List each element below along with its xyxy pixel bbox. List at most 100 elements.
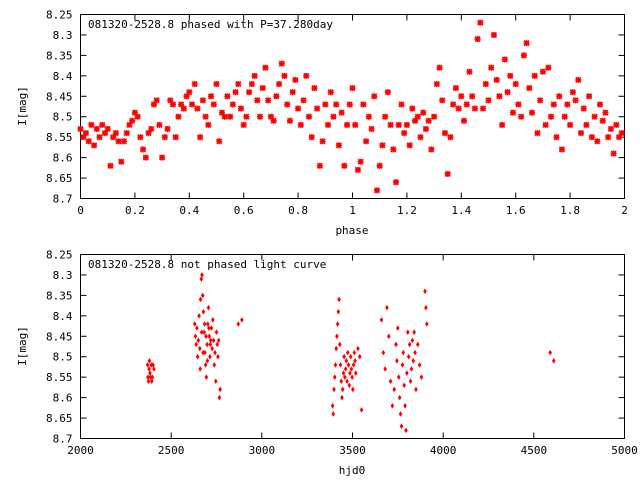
data-point	[411, 358, 416, 364]
data-point	[164, 125, 171, 133]
data-point	[149, 378, 154, 385]
data-point	[295, 105, 302, 112]
data-point	[224, 93, 231, 100]
y-tick-label: 8.65	[46, 412, 73, 425]
data-point	[399, 423, 404, 430]
data-point	[383, 366, 387, 372]
y-tick-label: 8.6	[53, 152, 73, 165]
y-tick-label: 8.25	[46, 9, 73, 22]
data-point	[518, 113, 525, 120]
data-point	[340, 386, 345, 393]
data-point	[330, 402, 335, 409]
data-point	[373, 187, 381, 194]
data-point	[148, 370, 152, 376]
data-point	[586, 93, 593, 100]
data-point	[390, 146, 397, 153]
data-point	[270, 117, 277, 124]
data-point	[396, 325, 400, 331]
data-point	[534, 130, 541, 137]
data-point	[221, 113, 228, 120]
x-tick-label: 1.8	[560, 204, 580, 217]
y-tick-labels: 8.25 8.3 8.35 8.4 8.45 8.5 8.55 8.6 8.65 8.7	[46, 249, 73, 446]
data-point	[420, 109, 427, 116]
y-tick-label: 8.5	[53, 351, 73, 364]
data-point	[368, 125, 375, 133]
data-point	[354, 166, 362, 173]
data-point	[474, 35, 481, 43]
data-point	[410, 337, 415, 344]
data-point	[447, 134, 454, 141]
y-tick-label: 8.45	[46, 330, 73, 343]
data-point	[204, 374, 209, 380]
data-point	[197, 313, 201, 319]
data-point	[384, 89, 391, 96]
data-point	[523, 40, 530, 47]
data-point	[379, 317, 384, 323]
data-point	[349, 366, 354, 372]
data-point	[425, 321, 429, 327]
data-point	[577, 130, 585, 137]
data-point	[564, 101, 571, 108]
data-point	[169, 101, 177, 108]
y-tick-label: 8.3	[53, 29, 73, 42]
data-point	[340, 394, 344, 401]
data-point	[148, 374, 153, 380]
data-point	[408, 378, 413, 385]
x-tick-label: 2500	[158, 444, 185, 457]
data-point	[341, 162, 348, 169]
data-point	[401, 130, 408, 137]
data-point	[210, 345, 214, 352]
data-point	[441, 130, 449, 137]
data-point	[180, 105, 187, 112]
x-tick-label: 3000	[249, 444, 276, 457]
data-point	[142, 154, 149, 161]
data-point	[300, 97, 307, 104]
x-tick-labels: 2000 2500 3000 3500 4000 4500 5000	[67, 444, 638, 457]
data-point	[348, 370, 352, 376]
data-point	[409, 105, 416, 112]
data-point	[602, 109, 609, 116]
data-point	[394, 341, 398, 348]
data-point	[343, 374, 347, 380]
data-point	[396, 374, 401, 380]
data-point	[218, 109, 226, 116]
data-point	[202, 321, 207, 327]
data-point	[452, 85, 459, 92]
data-point	[387, 121, 394, 128]
data-point	[588, 134, 595, 141]
y-tick-label: 8.5	[53, 111, 73, 124]
data-point	[178, 101, 185, 108]
data-point	[213, 349, 217, 356]
data-point	[450, 101, 457, 108]
data-point	[200, 272, 204, 278]
data-point	[572, 97, 579, 104]
data-point	[104, 125, 111, 133]
data-point	[414, 386, 418, 393]
y-tick-label: 8.4	[53, 310, 73, 323]
data-point	[550, 101, 557, 108]
data-point	[186, 89, 193, 96]
data-point	[352, 121, 359, 128]
x-tick-label: 0.6	[234, 204, 254, 217]
y-tick-label: 8.35	[46, 289, 73, 302]
data-point	[281, 72, 288, 79]
data-point	[417, 362, 422, 368]
data-point	[339, 378, 344, 385]
data-point	[240, 121, 247, 128]
data-point	[338, 362, 343, 368]
data-point	[458, 93, 465, 100]
data-point	[205, 341, 209, 348]
data-point	[337, 296, 341, 303]
y-tick-label: 8.4	[53, 70, 73, 83]
data-point	[569, 89, 576, 96]
data-point	[353, 370, 358, 376]
data-point	[413, 349, 417, 356]
data-point	[439, 97, 446, 104]
data-point	[199, 329, 204, 335]
data-point	[417, 134, 424, 141]
data-point	[216, 138, 223, 145]
data-point	[545, 64, 552, 71]
data-point	[477, 19, 484, 26]
